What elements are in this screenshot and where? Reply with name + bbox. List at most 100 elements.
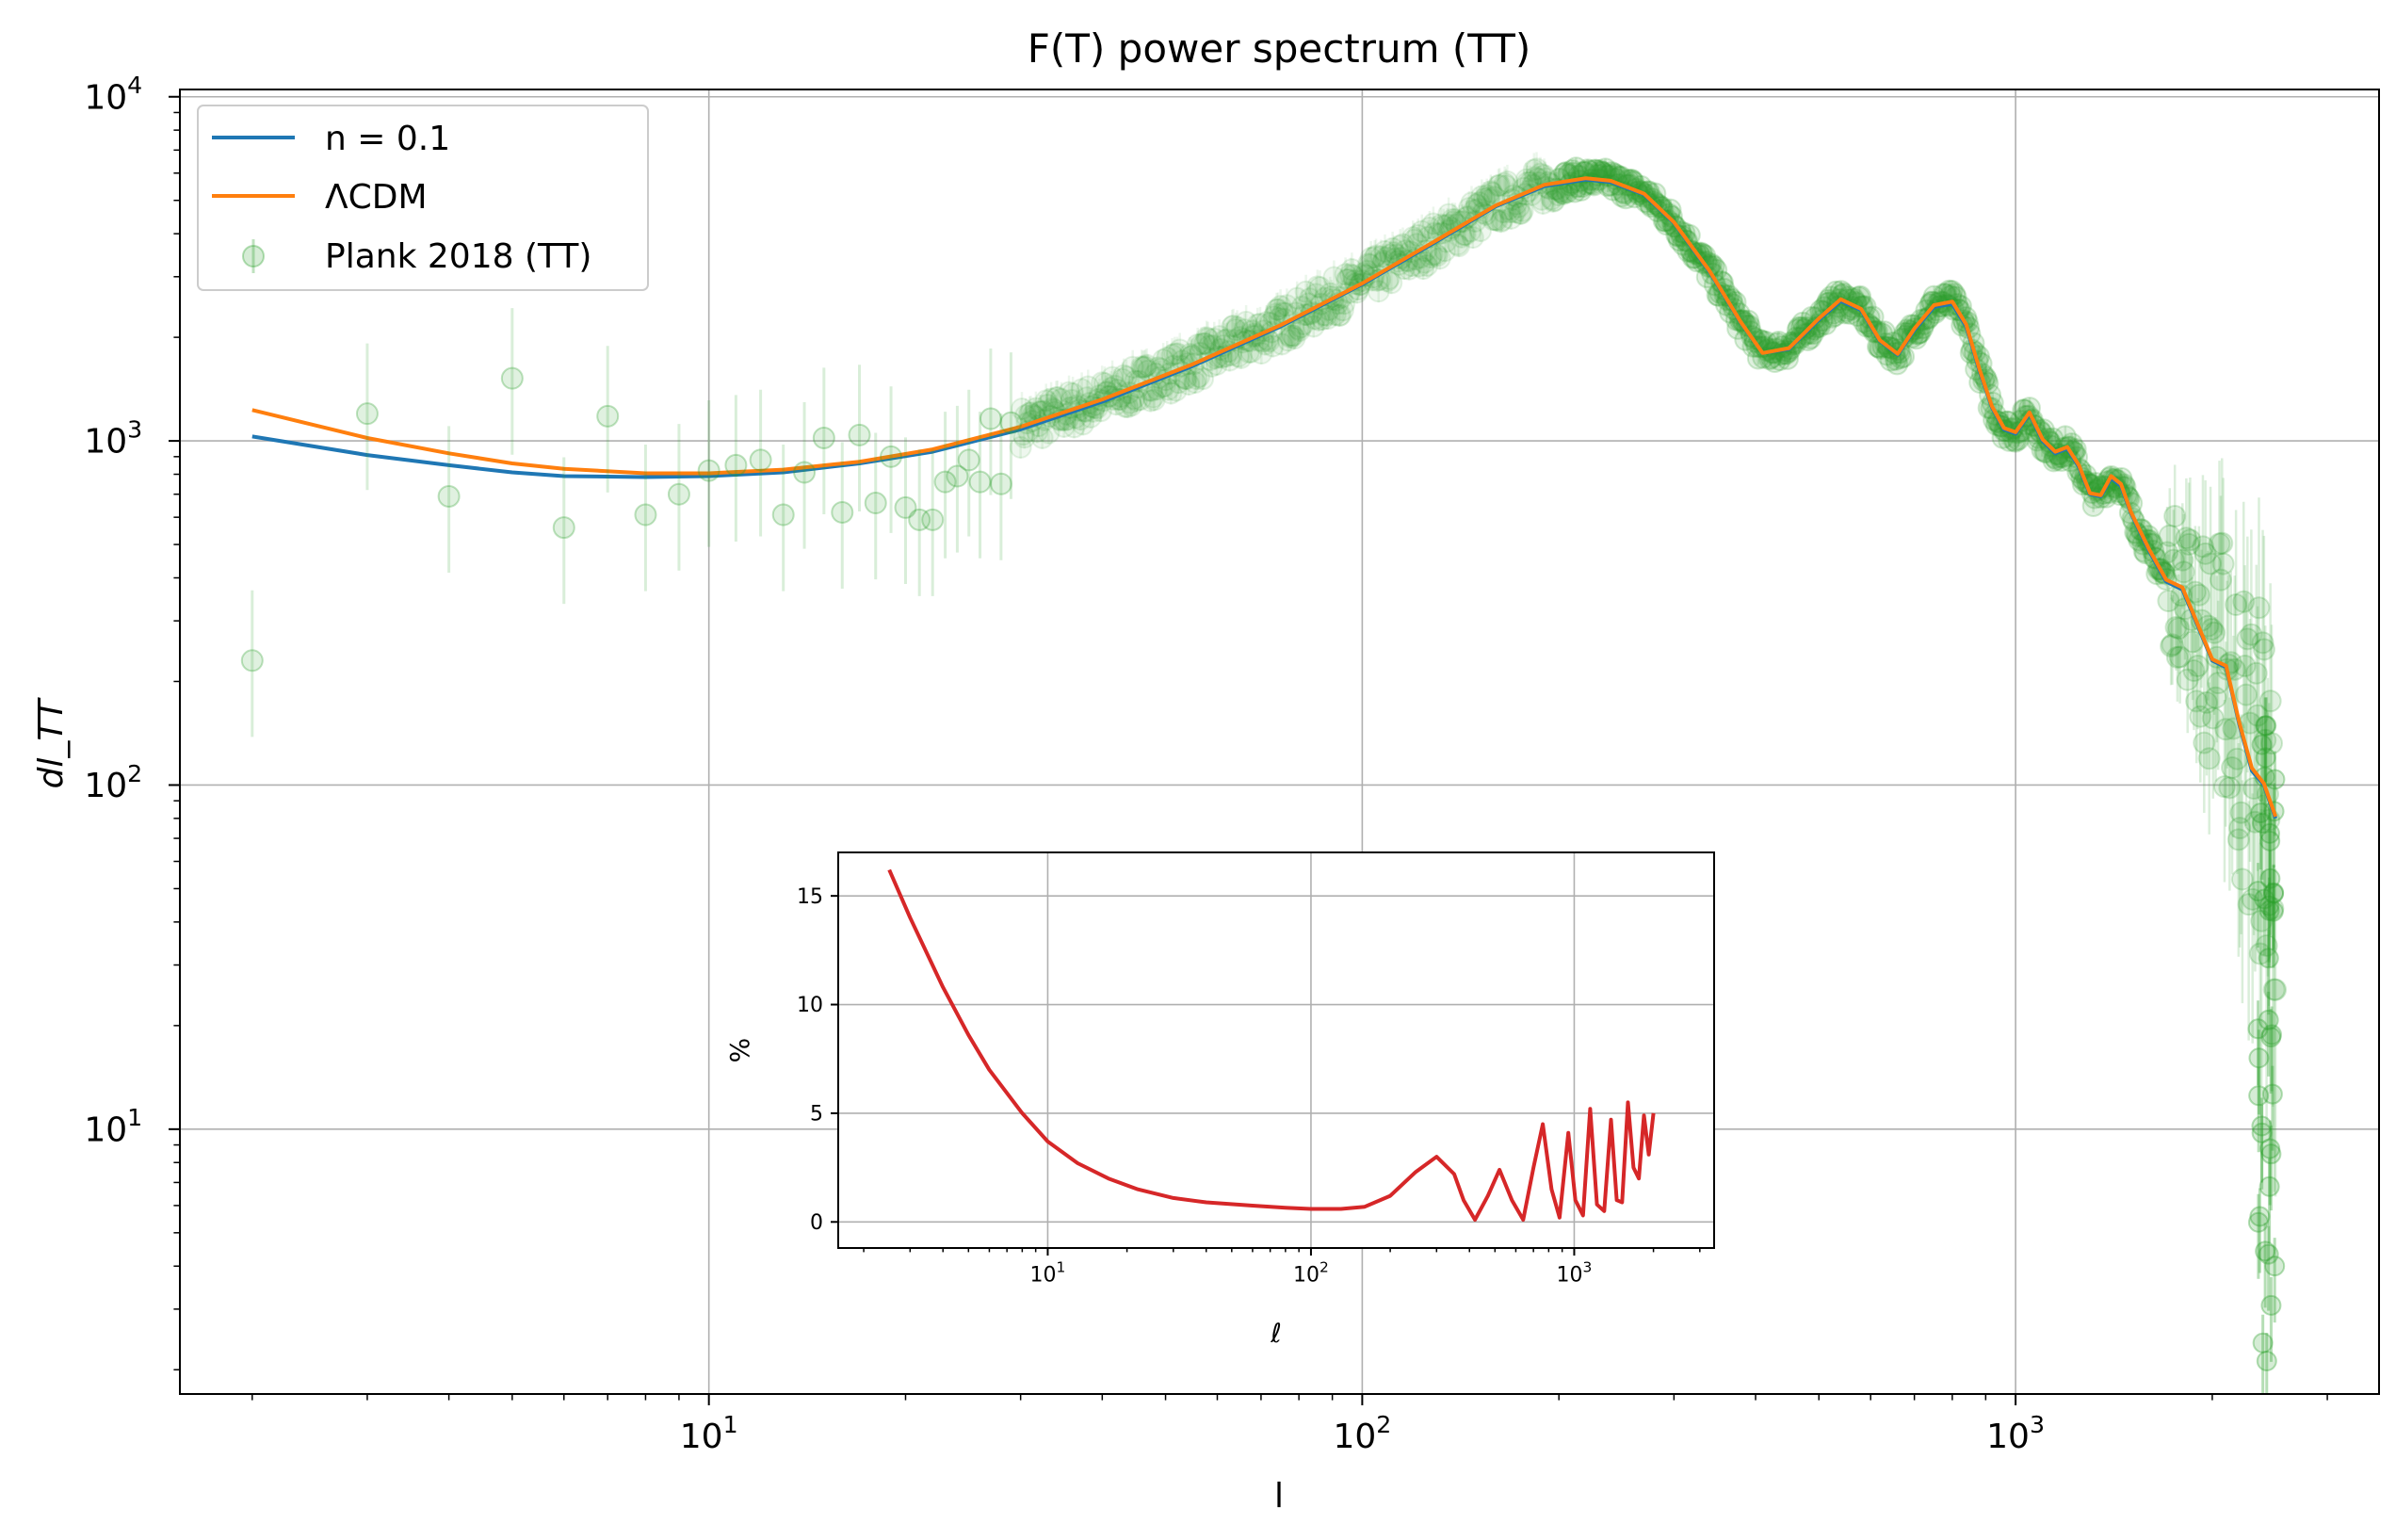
planck-cloud-point bbox=[2158, 524, 2181, 547]
planck-cloud-point bbox=[1365, 244, 1388, 267]
planck-cloud-point bbox=[1331, 299, 1354, 322]
planck-point bbox=[812, 426, 835, 449]
planck-cloud-point bbox=[1113, 395, 1137, 418]
planck-cloud-point bbox=[1152, 349, 1175, 372]
planck-point bbox=[500, 366, 524, 390]
planck-cloud-point bbox=[1139, 389, 1162, 413]
planck-tail-point bbox=[2249, 1206, 2271, 1227]
planck-tail-point bbox=[2260, 1294, 2282, 1316]
planck-cloud-point bbox=[1373, 239, 1397, 263]
planck-cloud-point bbox=[2244, 661, 2268, 685]
planck-cloud-point bbox=[2221, 755, 2244, 779]
planck-cloud-point bbox=[1112, 364, 1136, 387]
planck-cloud-point bbox=[1689, 241, 1712, 265]
planck-cloud-point bbox=[1190, 332, 1213, 356]
planck-cloud-point bbox=[2182, 659, 2206, 683]
planck-cloud-point bbox=[1806, 313, 1830, 336]
planck-tail-point bbox=[2260, 1143, 2282, 1165]
planck-cloud-point bbox=[1207, 325, 1231, 349]
planck-cloud-point bbox=[2178, 528, 2202, 552]
planck-cloud-point bbox=[1322, 266, 1346, 289]
planck-cloud-point bbox=[2191, 535, 2214, 559]
planck-cloud-point bbox=[1358, 253, 1382, 277]
planck-point bbox=[240, 649, 264, 673]
planck-tail-point bbox=[2258, 1175, 2280, 1197]
planck-cloud-point bbox=[1810, 309, 1834, 332]
planck-cloud-point bbox=[1468, 219, 1492, 242]
planck-cloud-point bbox=[2228, 817, 2252, 840]
planck-cloud-point bbox=[2252, 638, 2275, 661]
legend-label-lcdm: ΛCDM bbox=[325, 178, 428, 217]
planck-cloud-point bbox=[1282, 324, 1305, 348]
planck-cloud-point bbox=[1461, 226, 1484, 250]
planck-cloud-point bbox=[2236, 627, 2259, 651]
planck-cloud-point bbox=[2161, 633, 2184, 657]
planck-cloud-point bbox=[1287, 318, 1311, 342]
planck-cloud-point bbox=[1659, 204, 1683, 228]
y-tick-exponent: 4 bbox=[127, 72, 142, 99]
planck-cloud-point bbox=[2210, 531, 2234, 555]
planck-cloud-point bbox=[2201, 706, 2225, 730]
planck-cloud-point bbox=[2261, 897, 2285, 920]
y-tick-exponent: 1 bbox=[127, 1104, 142, 1131]
planck-cloud-point bbox=[1166, 342, 1190, 365]
planck-point bbox=[957, 448, 980, 472]
planck-cloud-point bbox=[2157, 590, 2180, 613]
planck-cloud-point bbox=[1437, 203, 1461, 226]
planck-cloud-point bbox=[1475, 184, 1498, 207]
planck-cloud-point bbox=[1447, 235, 1470, 258]
planck-cloud-point bbox=[1479, 180, 1502, 203]
inset-x-axis-label: ℓ bbox=[1270, 1318, 1282, 1349]
planck-cloud-point bbox=[2262, 978, 2286, 1001]
planck-cloud-point bbox=[1128, 388, 1152, 412]
planck-cloud-point bbox=[1091, 371, 1114, 395]
planck-cloud-point bbox=[2247, 596, 2271, 620]
y-tick-label: 5 bbox=[810, 1103, 823, 1127]
planck-point bbox=[999, 411, 1023, 434]
planck-cloud-point bbox=[1457, 197, 1481, 220]
planck-cloud-point bbox=[1490, 208, 1514, 232]
legend-label-n01: n = 0.1 bbox=[325, 120, 450, 158]
planck-cloud-point bbox=[1044, 386, 1068, 410]
planck-cloud-point bbox=[1196, 327, 1220, 350]
planck-tail-point bbox=[2251, 1122, 2273, 1143]
y-tick-exponent: 2 bbox=[127, 760, 142, 787]
planck-cloud-point bbox=[1034, 389, 1058, 413]
planck-cloud-point bbox=[1030, 426, 1054, 449]
planck-cloud-point bbox=[1305, 275, 1329, 299]
planck-point bbox=[921, 508, 945, 531]
planck-point bbox=[771, 503, 795, 527]
planck-cloud-point bbox=[1061, 381, 1085, 405]
planck-cloud-point bbox=[1183, 371, 1206, 395]
planck-cloud-point bbox=[1805, 316, 1829, 339]
planck-point bbox=[596, 404, 620, 428]
planck-cloud-point bbox=[1164, 379, 1188, 402]
legend-label-planck: Plank 2018 (TT) bbox=[325, 237, 591, 276]
planck-cloud-point bbox=[2172, 560, 2195, 584]
planck-tail-point bbox=[2263, 882, 2285, 903]
planck-tail-point bbox=[2258, 948, 2279, 969]
planck-cloud-point bbox=[2233, 655, 2257, 678]
main-grid bbox=[180, 89, 2379, 1394]
planck-cloud-point bbox=[1011, 397, 1034, 421]
planck-cloud-point bbox=[1037, 421, 1060, 445]
planck-cloud-point bbox=[1224, 317, 1248, 341]
planck-cloud-point bbox=[1329, 303, 1352, 327]
planck-cloud-point bbox=[2234, 683, 2258, 706]
planck-cloud-point bbox=[1912, 312, 1935, 335]
planck-point bbox=[831, 500, 854, 524]
planck-tail-point bbox=[2263, 883, 2285, 904]
inset-y-axis-label: % bbox=[724, 1038, 755, 1063]
inset-series-layer bbox=[887, 868, 1656, 1222]
planck-point bbox=[968, 470, 992, 494]
planck-cloud-point bbox=[1795, 316, 1819, 339]
planck-cloud-point bbox=[2208, 532, 2231, 556]
planck-cloud-point bbox=[2168, 645, 2192, 669]
planck-point bbox=[355, 402, 379, 426]
y-tick-label: 104 bbox=[84, 72, 142, 117]
planck-cloud-point bbox=[1658, 203, 1681, 226]
planck-cloud-point bbox=[1125, 389, 1148, 413]
planck-cloud-point bbox=[2225, 593, 2248, 617]
